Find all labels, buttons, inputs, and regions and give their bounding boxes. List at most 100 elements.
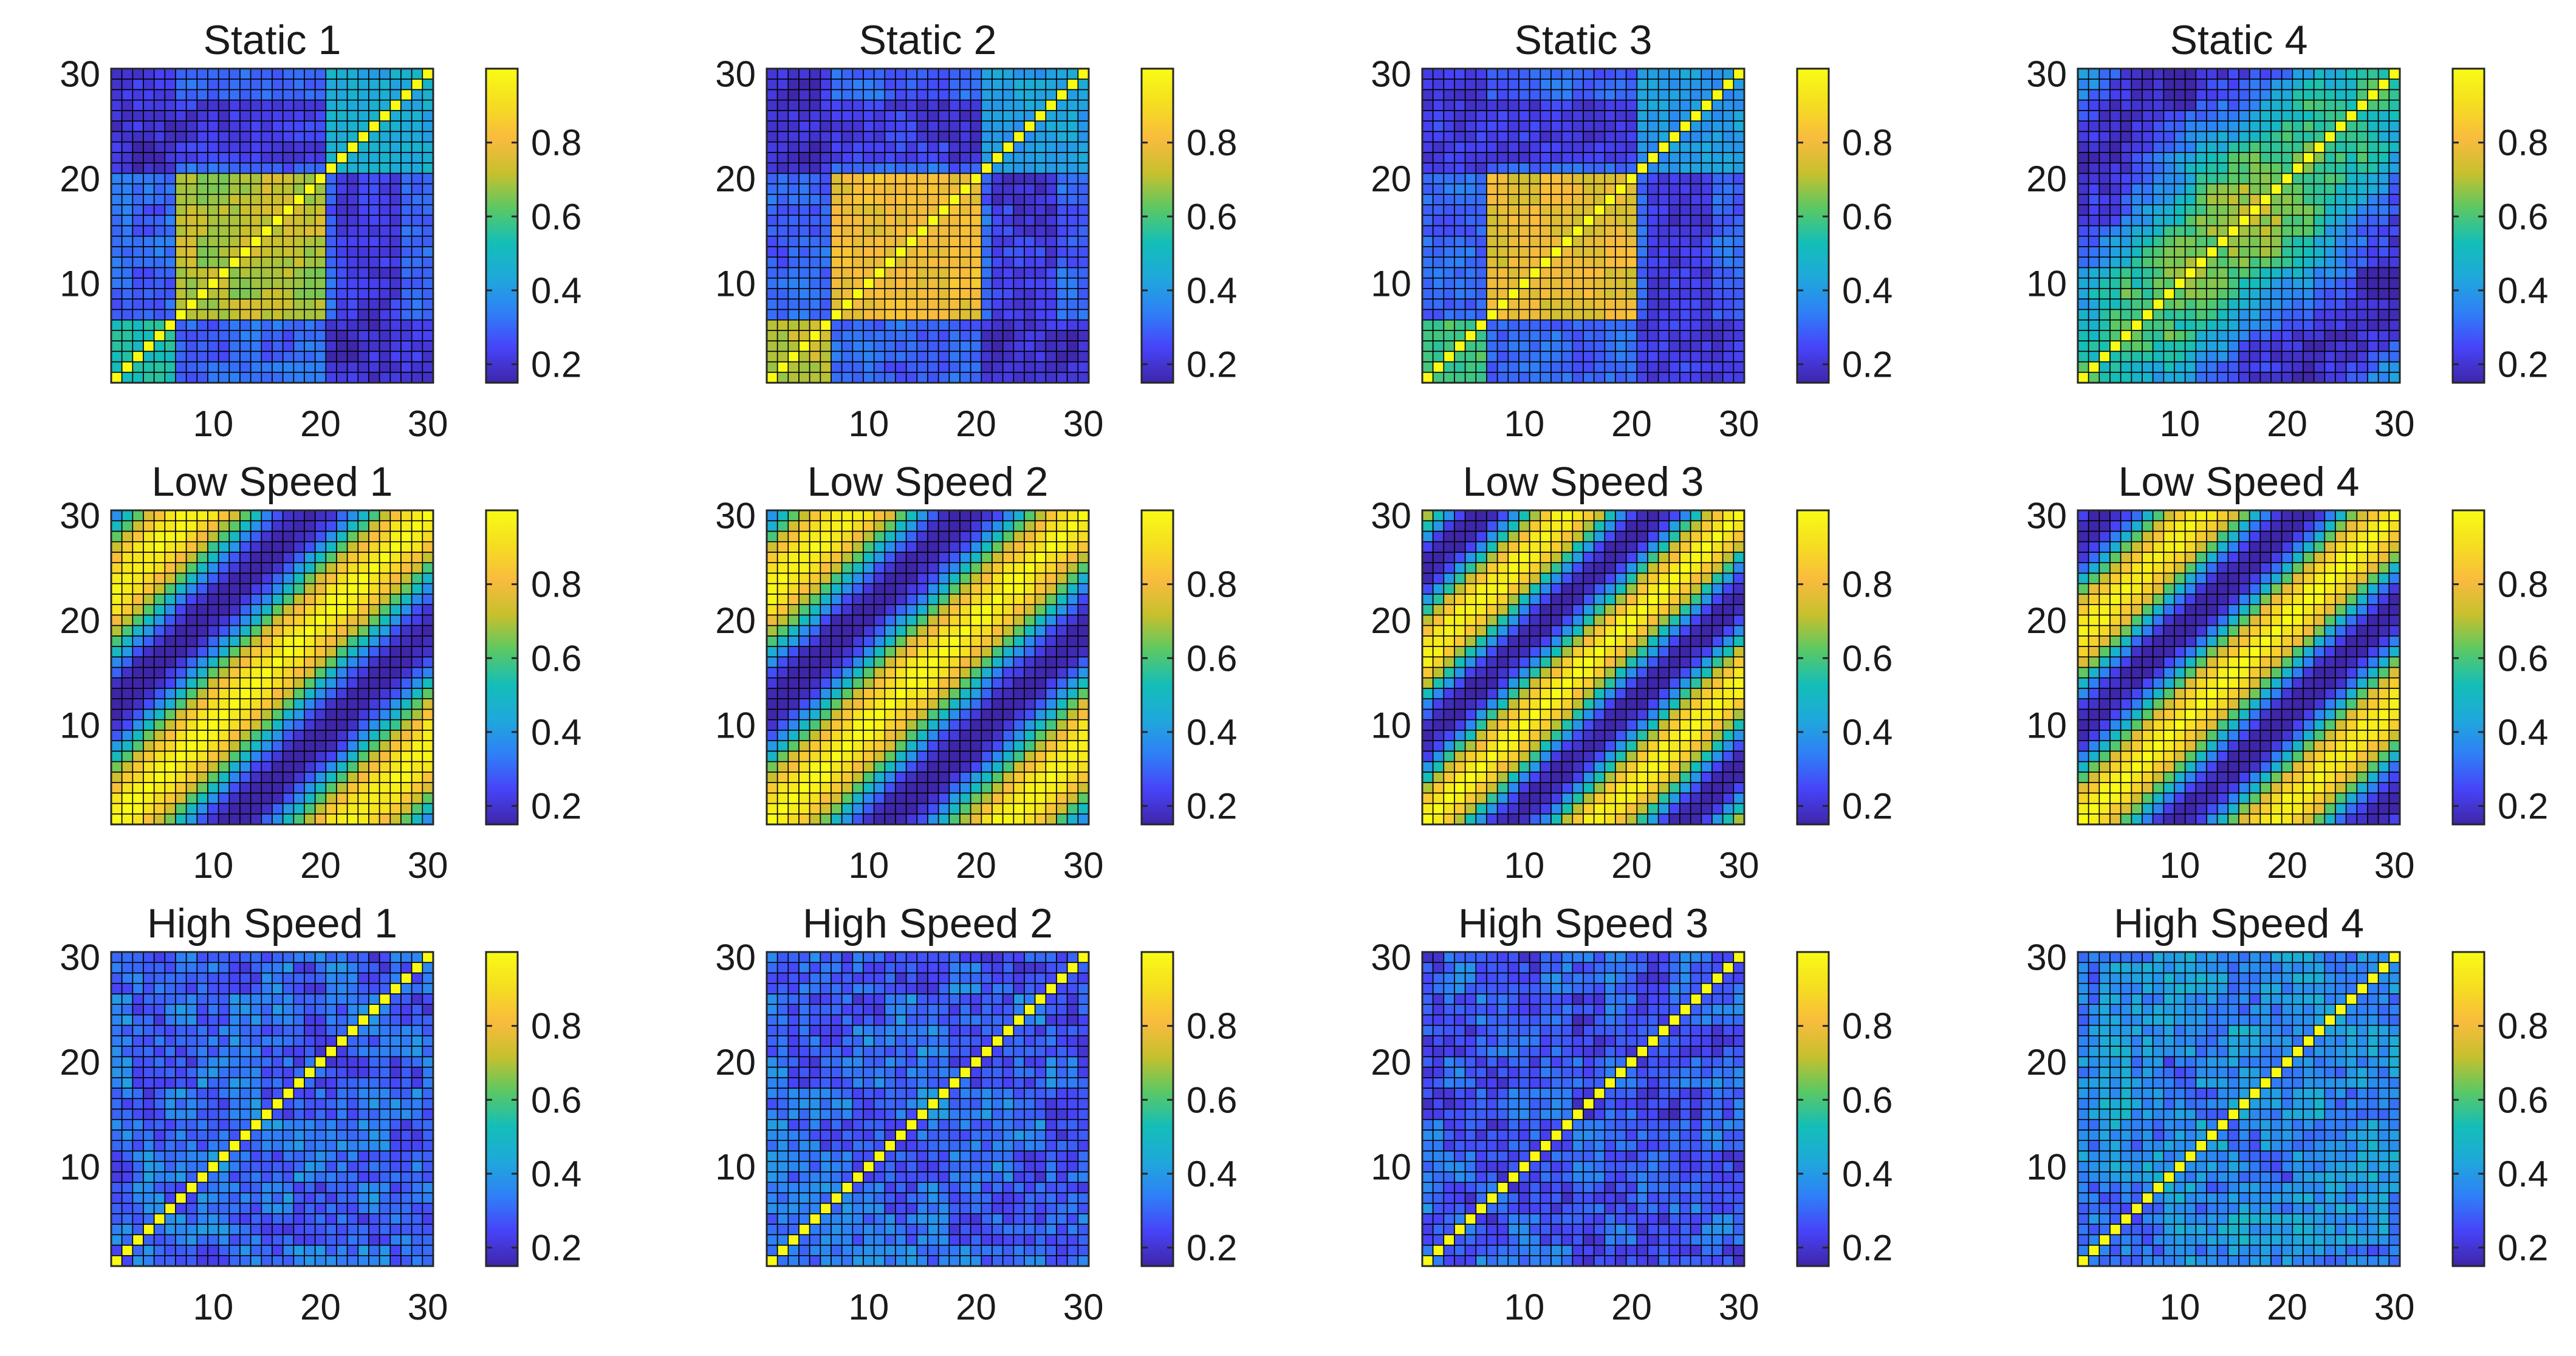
heatmap-cell bbox=[992, 246, 1004, 258]
heatmap-cell bbox=[389, 78, 402, 91]
heatmap-cell bbox=[2356, 309, 2368, 321]
heatmap-cell bbox=[2227, 78, 2239, 91]
heatmap-cell bbox=[379, 330, 391, 341]
heatmap-cell bbox=[1496, 288, 1509, 300]
heatmap-cell bbox=[411, 656, 423, 668]
heatmap-cell bbox=[346, 131, 359, 143]
heatmap-cell bbox=[873, 193, 886, 205]
heatmap-cell bbox=[293, 351, 305, 363]
heatmap-cell bbox=[970, 288, 982, 300]
heatmap-cell bbox=[2367, 214, 2379, 227]
heatmap-cell bbox=[1443, 141, 1455, 153]
heatmap-cell bbox=[272, 562, 284, 574]
heatmap-cell bbox=[831, 152, 843, 163]
heatmap-cell bbox=[228, 552, 241, 563]
heatmap-cell bbox=[884, 782, 896, 794]
heatmap-cell bbox=[282, 141, 295, 153]
heatmap-cell bbox=[272, 152, 284, 163]
heatmap-cell bbox=[1593, 298, 1606, 310]
heatmap-cell bbox=[1496, 235, 1509, 247]
heatmap-cell bbox=[357, 698, 369, 710]
heatmap-cell bbox=[2345, 68, 2358, 80]
heatmap-cell bbox=[831, 772, 843, 783]
heatmap-cell bbox=[1733, 131, 1745, 143]
heatmap-cell bbox=[143, 152, 155, 163]
heatmap-cell bbox=[831, 267, 843, 279]
heatmap-cells bbox=[766, 510, 1089, 825]
heatmap-cell bbox=[304, 288, 316, 300]
heatmap-cell bbox=[852, 698, 864, 710]
heatmap-cell bbox=[336, 772, 348, 783]
x-tick-label: 30 bbox=[408, 845, 448, 886]
heatmap-cell bbox=[863, 235, 875, 247]
heatmap-cell bbox=[2281, 288, 2293, 300]
heatmap-cell bbox=[1024, 214, 1036, 227]
heatmap-cell bbox=[2216, 288, 2229, 300]
heatmap-cell bbox=[261, 782, 273, 794]
heatmap-cell bbox=[1013, 152, 1025, 163]
heatmap-cell bbox=[2270, 141, 2283, 153]
heatmap-cell bbox=[916, 120, 928, 132]
heatmap-cell bbox=[325, 152, 337, 163]
heatmap-cell bbox=[2077, 298, 2089, 310]
heatmap-cell bbox=[325, 256, 337, 269]
heatmap-cell bbox=[1701, 309, 1713, 321]
heatmap-cell bbox=[937, 68, 950, 80]
heatmap-cell bbox=[228, 68, 241, 80]
heatmap-cell bbox=[820, 173, 832, 185]
heatmap-cell bbox=[1561, 246, 1574, 258]
heatmap-cell bbox=[1024, 78, 1036, 91]
heatmap-cell bbox=[282, 572, 295, 584]
heatmap-cell bbox=[2345, 267, 2358, 279]
heatmap-cell bbox=[250, 235, 262, 247]
heatmap-cell bbox=[1464, 120, 1477, 132]
heatmap-cell bbox=[239, 614, 252, 626]
heatmap-cell bbox=[841, 131, 854, 143]
heatmap-cell bbox=[1625, 131, 1638, 143]
heatmap-cell bbox=[1518, 214, 1530, 227]
heatmap-cell bbox=[809, 572, 821, 584]
heatmap-cell bbox=[776, 677, 789, 689]
heatmap-cell bbox=[2281, 120, 2293, 132]
heatmap-cell bbox=[2174, 183, 2186, 195]
heatmap-cell bbox=[175, 298, 187, 310]
heatmap-cell bbox=[820, 688, 832, 699]
heatmap-cell bbox=[2249, 225, 2261, 237]
heatmap-cell bbox=[1024, 361, 1036, 373]
heatmap-cell bbox=[2313, 288, 2326, 300]
heatmap-cell bbox=[2109, 225, 2122, 237]
heatmap-cell bbox=[357, 204, 369, 216]
heatmap-cell bbox=[895, 173, 907, 185]
heatmap-cell bbox=[970, 204, 982, 216]
heatmap-cell bbox=[379, 361, 391, 373]
heatmap-cell bbox=[164, 666, 176, 679]
heatmap-cell bbox=[1679, 78, 1691, 91]
heatmap-cell bbox=[1701, 319, 1713, 331]
heatmap-cell bbox=[959, 141, 971, 153]
heatmap-cell bbox=[863, 625, 875, 637]
heatmap-cell bbox=[346, 246, 359, 258]
heatmap-cell bbox=[228, 141, 241, 153]
heatmap-cell bbox=[1475, 298, 1487, 310]
heatmap-cell bbox=[1711, 68, 1724, 80]
heatmap-cell bbox=[2098, 99, 2111, 111]
heatmap-cell bbox=[992, 214, 1004, 227]
heatmap-cell bbox=[2184, 298, 2197, 310]
heatmap-cell bbox=[400, 78, 413, 91]
heatmap-cell bbox=[164, 246, 176, 258]
heatmap-cell bbox=[2195, 235, 2207, 247]
heatmap-cell bbox=[132, 361, 144, 373]
heatmap-cell bbox=[937, 330, 950, 341]
heatmap-cell bbox=[422, 173, 434, 185]
heatmap-cell bbox=[1679, 193, 1691, 205]
heatmap-cell bbox=[2152, 204, 2165, 216]
heatmap-cell bbox=[153, 162, 166, 174]
heatmap-cell bbox=[2292, 340, 2304, 352]
heatmap-cell bbox=[379, 530, 391, 543]
heatmap-cell bbox=[2109, 110, 2122, 122]
heatmap-cell bbox=[2109, 78, 2122, 91]
heatmap-cell bbox=[1024, 162, 1036, 174]
heatmap-cell bbox=[228, 625, 241, 637]
heatmap-cell bbox=[185, 541, 198, 553]
heatmap-cell bbox=[1733, 351, 1745, 363]
